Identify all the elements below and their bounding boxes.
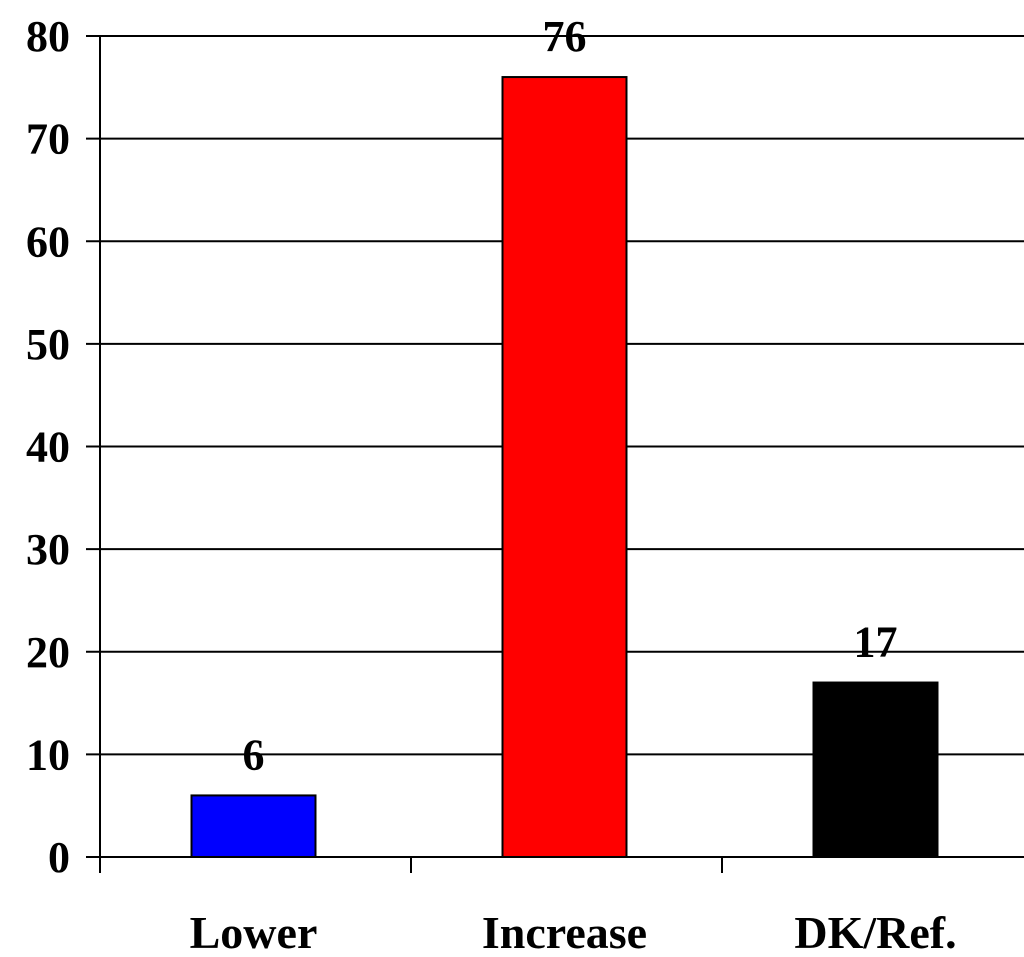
data-label-2: 17 <box>854 618 898 667</box>
y-tick-label-20: 20 <box>26 628 70 677</box>
category-label-1: Increase <box>482 907 647 952</box>
bar-increase <box>501 76 628 859</box>
y-tick-label-0: 0 <box>48 833 70 882</box>
bars <box>190 76 939 859</box>
bar-lower <box>190 794 317 858</box>
data-label-0: 6 <box>243 730 265 779</box>
y-tick-label-40: 40 <box>26 423 70 472</box>
data-label-1: 76 <box>543 12 587 61</box>
y-tick-label-60: 60 <box>26 217 70 266</box>
y-tick-label-80: 80 <box>26 12 70 61</box>
y-tick-label-30: 30 <box>26 525 70 574</box>
y-tick-label-10: 10 <box>26 730 70 779</box>
labels: 0 10 20 30 40 50 60 70 80 6 Lower 76 Increase 17 DK/Re… <box>26 12 957 957</box>
axes <box>86 35 1024 873</box>
y-tick-label-50: 50 <box>26 320 70 369</box>
y-tick-label-70: 70 <box>26 115 70 164</box>
category-label-2: DK/Ref. <box>794 907 956 952</box>
category-label-0: Lower <box>190 907 318 952</box>
bar-dk-ref- <box>812 681 939 858</box>
